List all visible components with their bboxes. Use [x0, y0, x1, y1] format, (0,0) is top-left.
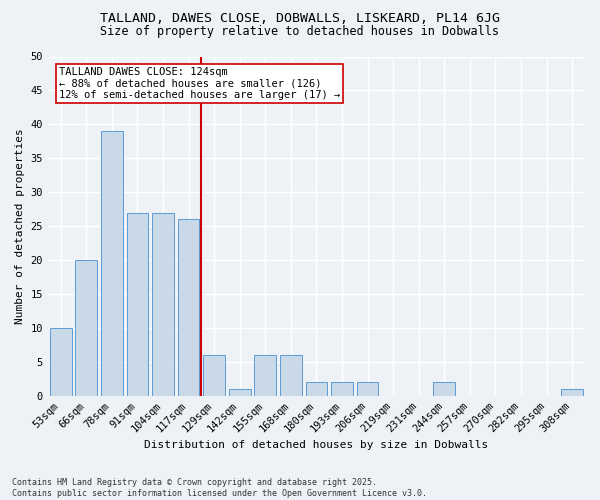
- Bar: [152, 212, 174, 396]
- Text: Size of property relative to detached houses in Dobwalls: Size of property relative to detached ho…: [101, 25, 499, 38]
- Bar: [127, 212, 148, 396]
- Bar: [357, 382, 379, 396]
- Y-axis label: Number of detached properties: Number of detached properties: [15, 128, 25, 324]
- Text: TALLAND DAWES CLOSE: 124sqm
← 88% of detached houses are smaller (126)
12% of se: TALLAND DAWES CLOSE: 124sqm ← 88% of det…: [59, 66, 340, 100]
- Bar: [203, 356, 225, 396]
- X-axis label: Distribution of detached houses by size in Dobwalls: Distribution of detached houses by size …: [145, 440, 488, 450]
- Bar: [433, 382, 455, 396]
- Bar: [331, 382, 353, 396]
- Bar: [229, 389, 251, 396]
- Bar: [254, 356, 276, 396]
- Bar: [305, 382, 328, 396]
- Bar: [76, 260, 97, 396]
- Text: Contains HM Land Registry data © Crown copyright and database right 2025.
Contai: Contains HM Land Registry data © Crown c…: [12, 478, 427, 498]
- Bar: [178, 220, 199, 396]
- Bar: [50, 328, 71, 396]
- Bar: [101, 131, 123, 396]
- Bar: [562, 389, 583, 396]
- Text: TALLAND, DAWES CLOSE, DOBWALLS, LISKEARD, PL14 6JG: TALLAND, DAWES CLOSE, DOBWALLS, LISKEARD…: [100, 12, 500, 26]
- Bar: [280, 356, 302, 396]
